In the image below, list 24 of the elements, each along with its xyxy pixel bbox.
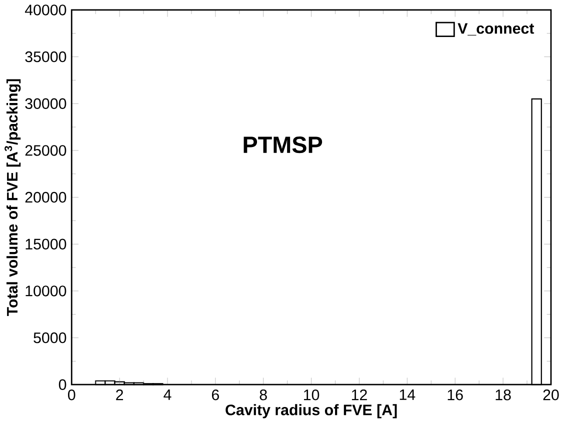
- x-tick-label: 12: [352, 390, 367, 400]
- x-axis-title: Cavity radius of FVE [A]: [226, 404, 397, 418]
- x-tick-label: 16: [448, 390, 463, 400]
- x-tick-label: 2: [116, 390, 124, 400]
- y-tick-label: 5000: [34, 332, 66, 344]
- x-tick-label: 4: [164, 390, 172, 400]
- legend-label: V_connect: [458, 23, 534, 36]
- y-tick-label: 35000: [25, 52, 66, 62]
- x-tick-label: 14: [400, 390, 416, 400]
- y-tick-label: 15000: [26, 238, 66, 250]
- x-tick-label: 20: [543, 390, 559, 400]
- y-tick-label: 20000: [25, 192, 66, 203]
- y-tick-label: 10000: [26, 286, 66, 296]
- y-axis-title: Total volume of FVE [A$^{3}$/packing]: [4, 79, 21, 316]
- x-tick-label: 6: [212, 390, 219, 400]
- x-tick-label: 0: [68, 390, 76, 400]
- text: PTMSP: [244, 136, 322, 154]
- y-tick-label: 40000: [24, 4, 66, 16]
- y-tick-label: 0: [58, 379, 66, 390]
- x-tick-label: 8: [260, 390, 267, 400]
- x-tick-label: 10: [304, 390, 320, 400]
- y-tick-label: 30000: [25, 98, 66, 110]
- y-tick-label: 25000: [25, 145, 66, 156]
- x-tick-label: 18: [496, 390, 511, 400]
